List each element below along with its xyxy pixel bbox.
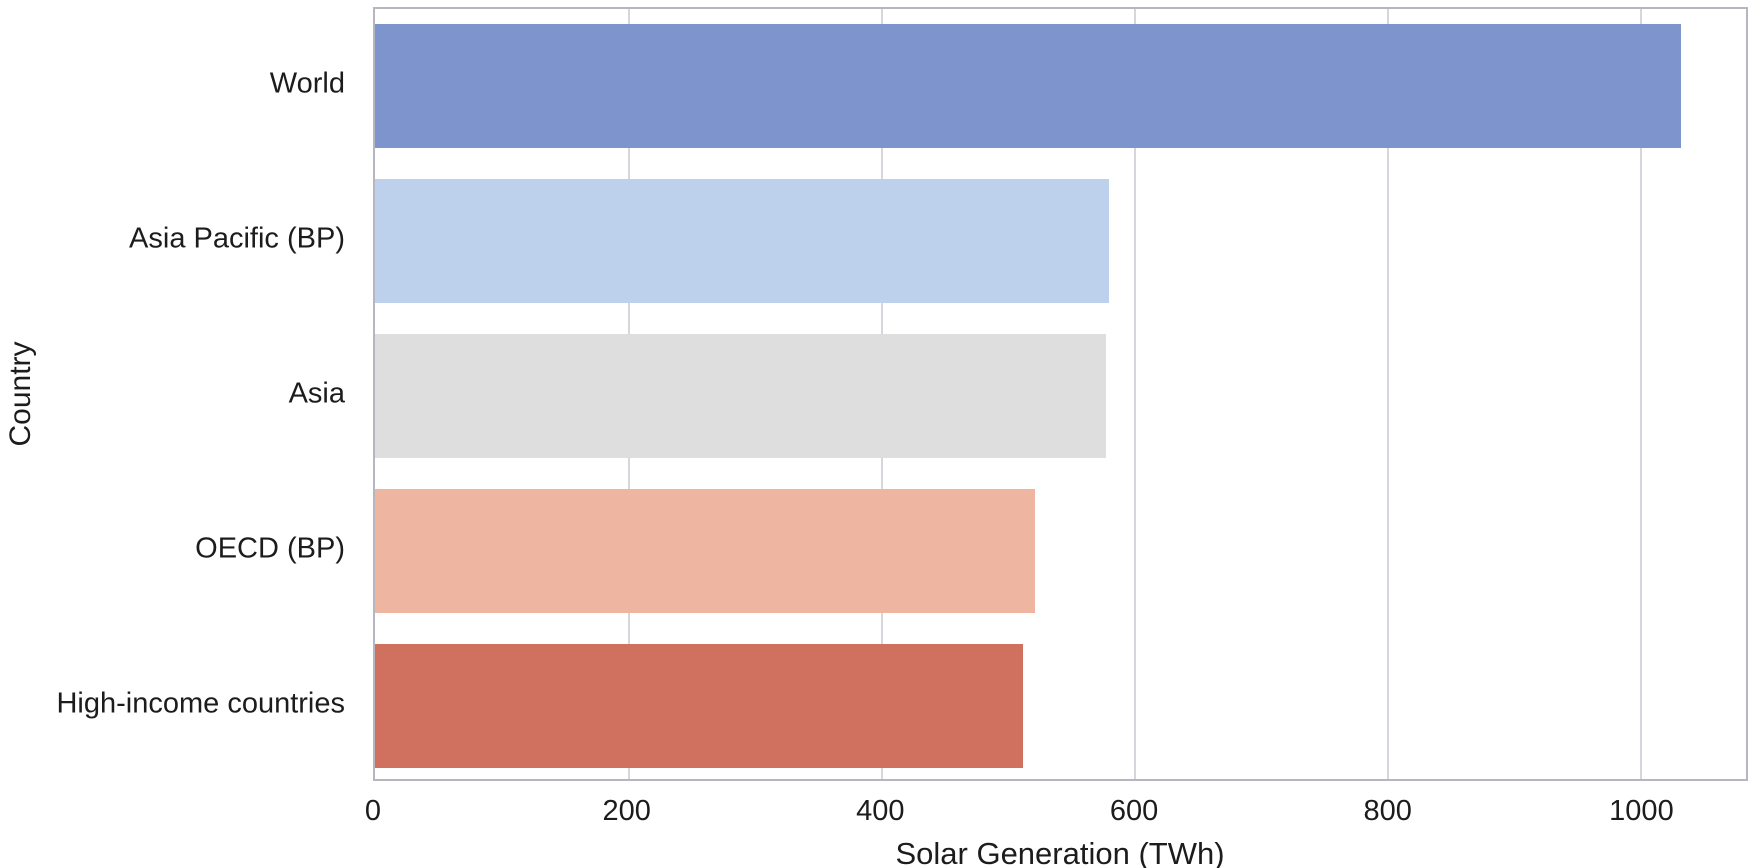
ytick-label-asia-pacific-bp: Asia Pacific (BP) [129, 222, 345, 255]
bar-world [375, 24, 1682, 149]
bar-asia-pacific-bp [375, 179, 1109, 304]
bar-oecd-bp [375, 488, 1036, 613]
bar-high-income-countries [375, 643, 1023, 768]
x-axis-title: Solar Generation (TWh) [895, 836, 1225, 868]
ytick-label-world: World [269, 67, 345, 100]
plot-area [373, 7, 1748, 781]
xtick-label-0: 0 [364, 795, 382, 827]
xtick-label-1000: 1000 [1609, 795, 1674, 827]
bar-asia [375, 334, 1107, 458]
xtick-label-600: 600 [1109, 795, 1159, 827]
xtick-label-400: 400 [856, 795, 905, 827]
ytick-label-asia: Asia [288, 377, 345, 410]
ytick-label-oecd-bp: OECD (BP) [195, 532, 345, 565]
xtick-label-200: 200 [602, 795, 651, 827]
gridline-x-800 [1386, 9, 1389, 779]
gridline-x-600 [1133, 9, 1136, 779]
ytick-label-high-income-countries: High-income countries [56, 687, 345, 720]
gridline-x-1000 [1639, 9, 1642, 779]
xtick-label-800: 800 [1363, 795, 1412, 827]
